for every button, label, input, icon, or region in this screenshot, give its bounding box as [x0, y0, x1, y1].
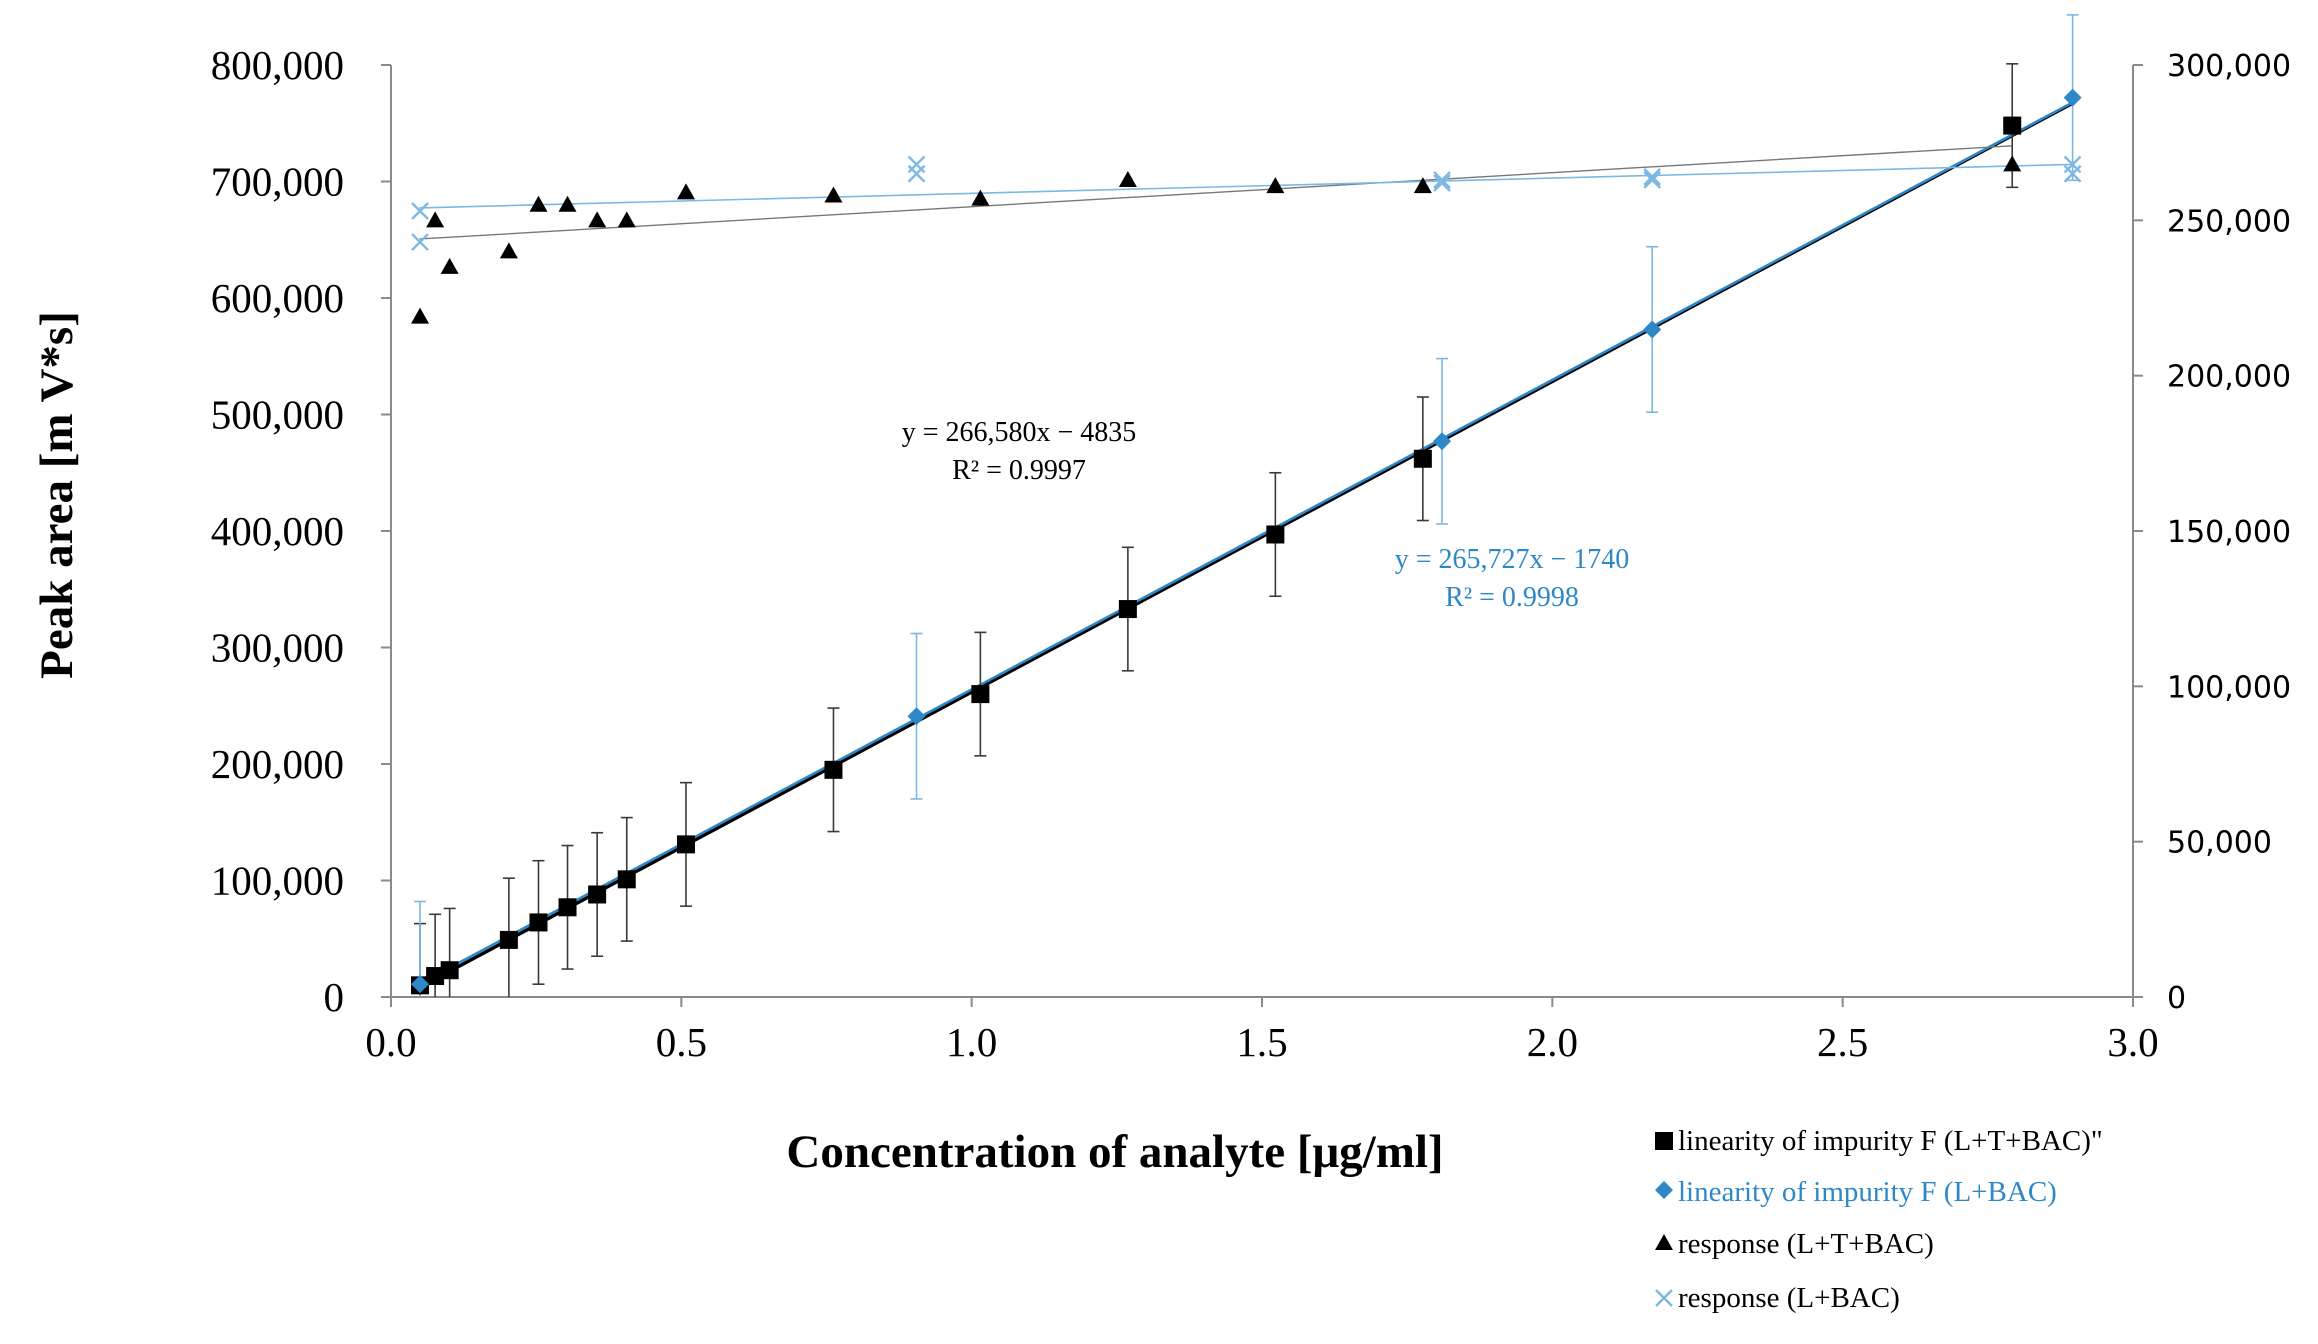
y-left-tick-label: 300,000 — [211, 625, 344, 671]
x-tick-label: 2.0 — [1527, 1019, 1578, 1065]
square-marker — [1266, 525, 1285, 544]
y-left-tick-label: 700,000 — [211, 159, 344, 205]
annotation-eq-blue: y = 265,727x − 1740 — [1395, 544, 1630, 575]
y-axis-label: Peak area [m V*s] — [31, 311, 83, 679]
diamond-marker — [1433, 432, 1452, 451]
annotation-eq-black: y = 266,580x − 4835 — [902, 417, 1137, 448]
triangle-marker — [499, 242, 518, 259]
axes: 0.0 0.5 1.0 1.5 2.0 2.5 3.0 0 100,000 200,000 300,… — [211, 42, 2291, 1065]
trendlines — [418, 101, 2075, 989]
triangle-marker — [529, 195, 548, 212]
y-right-tick-label: 200,000 — [2167, 360, 2291, 395]
y-left-tick-label: 400,000 — [211, 508, 344, 554]
x-marker — [411, 233, 429, 251]
y-left-tick-label: 100,000 — [211, 858, 344, 904]
triangle-marker — [971, 189, 990, 206]
triangle-marker — [676, 183, 695, 200]
triangle-marker — [1413, 177, 1432, 194]
y-right-tick-label: 50,000 — [2167, 826, 2272, 861]
y-right-tick-label: 250,000 — [2167, 204, 2291, 239]
square-marker — [2003, 116, 2022, 135]
legend-label-response-l-t-bac: response (L+T+BAC) — [1678, 1228, 1934, 1260]
legend: linearity of impurity F (L+T+BAC)" linea… — [1655, 1125, 2103, 1314]
square-marker — [676, 835, 695, 854]
triangle-marker — [588, 211, 607, 228]
x-tick-label: 0.0 — [365, 1019, 416, 1065]
y-right-tick-label: 150,000 — [2167, 515, 2291, 550]
square-marker — [426, 967, 445, 986]
triangle-marker — [558, 195, 577, 212]
square-marker — [1118, 600, 1137, 619]
x-marker — [1643, 167, 1662, 186]
legend-diamond-marker — [1655, 1181, 1673, 1199]
y-right-tick-label: 100,000 — [2167, 670, 2291, 705]
y-right-tick-label: 300,000 — [2167, 49, 2291, 84]
x-marker — [2063, 155, 2082, 174]
square-marker — [440, 961, 459, 980]
triangle-marker — [411, 307, 430, 324]
square-marker — [499, 930, 518, 949]
trendline — [418, 101, 2074, 985]
triangle-marker — [2003, 155, 2022, 172]
square-marker — [617, 870, 636, 889]
legend-x-marker — [1655, 1289, 1673, 1307]
square-marker — [1413, 449, 1432, 468]
x-marker — [907, 164, 926, 183]
legend-label-response-l-bac: response (L+BAC) — [1678, 1282, 1900, 1314]
annotation-r2-black: R² = 0.9997 — [952, 455, 1086, 486]
triangle-marker — [1266, 177, 1285, 194]
y-right-tick-label: 0 — [2167, 981, 2186, 1016]
diamond-marker — [907, 707, 926, 726]
x-axis-label: Concentration of analyte [μg/ml] — [786, 1126, 1443, 1178]
square-marker — [529, 913, 548, 932]
x-marker — [411, 202, 429, 220]
x-marker — [1433, 171, 1451, 189]
y-left-tick-label: 600,000 — [211, 275, 344, 321]
trendline — [419, 145, 2013, 240]
error-bars — [414, 14, 2079, 997]
square-marker — [971, 685, 990, 704]
legend-square-marker — [1655, 1132, 1673, 1150]
diamond-marker — [411, 975, 430, 994]
x-tick-label: 1.0 — [946, 1019, 997, 1065]
trendline — [419, 163, 2074, 209]
triangle-marker — [617, 211, 636, 228]
legend-label-impurity-l-t-bac: linearity of impurity F (L+T+BAC)" — [1678, 1125, 2103, 1157]
diamond-marker — [2063, 88, 2082, 107]
x-marker — [907, 155, 926, 174]
triangle-marker — [1118, 170, 1137, 187]
triangle-marker — [824, 186, 843, 203]
data-markers — [411, 88, 2082, 995]
x-marker — [1433, 174, 1451, 192]
x-tick-label: 0.5 — [656, 1019, 707, 1065]
x-tick-label: 2.5 — [1817, 1019, 1868, 1065]
triangle-marker — [440, 257, 459, 274]
square-marker — [588, 885, 607, 904]
square-marker — [558, 898, 577, 917]
x-tick-label: 1.5 — [1236, 1019, 1287, 1065]
y-left-tick-label: 500,000 — [211, 392, 344, 438]
x-marker — [1643, 171, 1662, 189]
legend-label-impurity-l-bac: linearity of impurity F (L+BAC) — [1678, 1176, 2057, 1208]
triangle-marker — [426, 211, 445, 228]
y-left-tick-label: 200,000 — [211, 741, 344, 787]
x-tick-label: 3.0 — [2107, 1019, 2158, 1065]
diamond-marker — [1643, 320, 1662, 339]
y-left-tick-label: 800,000 — [211, 42, 344, 88]
square-marker — [824, 760, 843, 779]
y-left-tick-label: 0 — [324, 974, 345, 1020]
legend-triangle-marker — [1655, 1234, 1673, 1250]
annotation-r2-blue: R² = 0.9998 — [1445, 582, 1579, 613]
